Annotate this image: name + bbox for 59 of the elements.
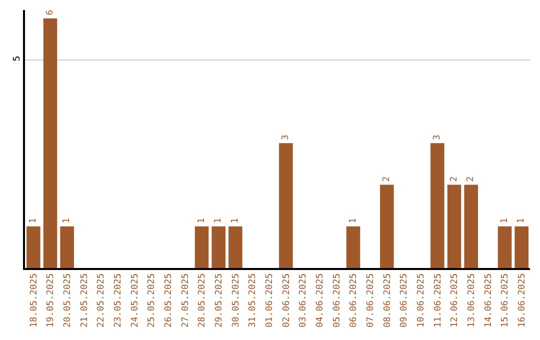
x-tick-label: 09.06.2025 xyxy=(400,273,410,328)
data-label: 3 xyxy=(432,134,442,140)
bar xyxy=(380,184,394,268)
data-label: 1 xyxy=(230,218,240,224)
x-tick-label: 29.05.2025 xyxy=(214,273,225,328)
x-tick-label: 02.06.2025 xyxy=(282,273,292,328)
x-tick-label: 21.05.2025 xyxy=(80,273,90,328)
data-label: 6 xyxy=(45,10,56,16)
bar xyxy=(43,18,58,268)
x-tick-label: 31.05.2025 xyxy=(248,273,258,328)
x-tick-label: 25.05.2025 xyxy=(147,273,158,328)
x-tick-label: 28.05.2025 xyxy=(198,273,208,328)
bar xyxy=(514,226,528,268)
x-tick-label: 20.05.2025 xyxy=(63,273,74,328)
y-tick-label: 5 xyxy=(12,56,23,62)
x-tick-label: 15.06.2025 xyxy=(500,273,511,328)
bar xyxy=(212,226,226,268)
x-tick-label: 14.06.2025 xyxy=(484,273,494,328)
data-label: 2 xyxy=(449,176,460,182)
x-tick-label: 07.06.2025 xyxy=(366,273,376,328)
data-label: 1 xyxy=(500,218,510,224)
x-tick-label: 01.06.2025 xyxy=(265,273,276,328)
x-tick-label: 26.05.2025 xyxy=(164,273,174,328)
x-tick-label: 18.05.2025 xyxy=(29,273,40,328)
data-label: 3 xyxy=(280,134,291,140)
bar xyxy=(498,226,512,268)
x-tick-label: 05.06.2025 xyxy=(332,273,342,328)
x-tick-label: 04.06.2025 xyxy=(316,273,326,328)
bar xyxy=(228,226,242,268)
x-tick-label: 03.06.2025 xyxy=(298,273,309,328)
x-tick-label: 10.06.2025 xyxy=(416,273,427,328)
bar xyxy=(430,143,444,268)
bar xyxy=(194,226,209,268)
bar xyxy=(279,143,293,268)
x-tick-label: 24.05.2025 xyxy=(130,273,140,328)
x-tick-label: 08.06.2025 xyxy=(382,273,393,328)
x-tick-label: 22.05.2025 xyxy=(96,273,107,328)
x-tick-label: 19.05.2025 xyxy=(46,273,56,328)
x-tick-label: 30.05.2025 xyxy=(231,273,242,328)
x-tick-label: 12.06.2025 xyxy=(450,273,460,328)
bar xyxy=(60,226,74,268)
x-tick-label: 23.05.2025 xyxy=(114,273,124,328)
data-label: 1 xyxy=(62,218,72,224)
bar xyxy=(464,184,478,268)
bar xyxy=(346,226,360,268)
x-tick-label: 11.06.2025 xyxy=(433,273,444,328)
x-tick-label: 06.06.2025 xyxy=(349,273,360,328)
data-label: 1 xyxy=(196,218,207,224)
data-label: 2 xyxy=(466,176,476,182)
data-label: 1 xyxy=(348,218,358,224)
bar xyxy=(26,226,40,268)
x-tick-label: 27.05.2025 xyxy=(180,273,191,328)
x-tick-label: 16.06.2025 xyxy=(518,273,528,328)
data-label: 1 xyxy=(28,218,38,224)
x-tick-label: 13.06.2025 xyxy=(467,273,478,328)
data-label: 1 xyxy=(214,218,224,224)
data-label: 1 xyxy=(516,218,527,224)
data-label: 2 xyxy=(382,176,392,182)
bar xyxy=(447,184,462,268)
